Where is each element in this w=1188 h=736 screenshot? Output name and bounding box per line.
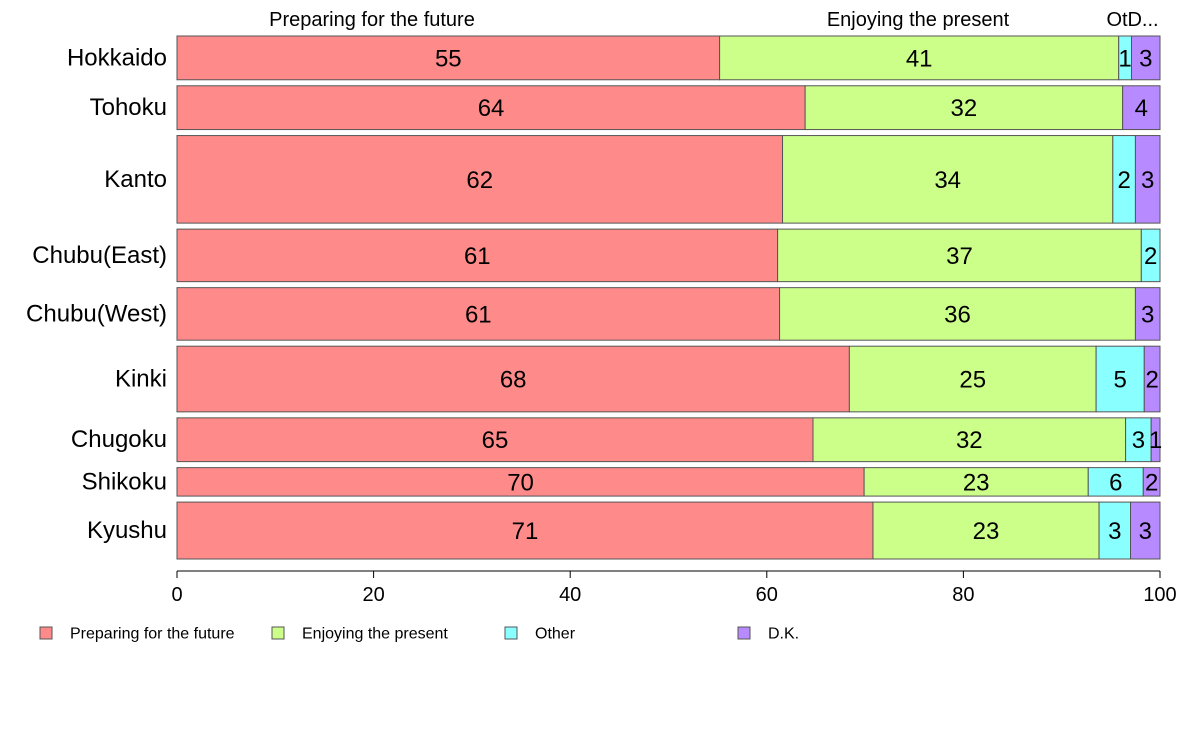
category-label: Kinki bbox=[115, 366, 167, 393]
bar-segment bbox=[1143, 345, 1161, 413]
legend-label: D.K. bbox=[768, 626, 799, 643]
series-top-label: Enjoying the present bbox=[827, 9, 1010, 31]
legend-swatch bbox=[39, 626, 53, 640]
x-axis: 0 20 40 60 80 100 bbox=[171, 570, 1177, 606]
data-label: 25 bbox=[959, 367, 986, 394]
data-label: 23 bbox=[963, 469, 990, 496]
data-label: 61 bbox=[465, 301, 492, 328]
x-tick-label: 100 bbox=[1143, 584, 1176, 606]
legend-label: Preparing for the future bbox=[70, 626, 235, 643]
legend-swatch bbox=[271, 626, 285, 640]
series-top-label: Preparing for the future bbox=[269, 9, 475, 31]
bar-segment bbox=[176, 417, 814, 463]
data-label: 41 bbox=[906, 45, 933, 72]
category-label: Hokkaido bbox=[67, 44, 167, 71]
data-label: 1 bbox=[1149, 427, 1162, 454]
bar-segment bbox=[779, 287, 1136, 341]
data-label: 2 bbox=[1145, 367, 1158, 394]
data-label: 6 bbox=[1109, 469, 1122, 496]
bar-segment bbox=[1087, 467, 1144, 497]
bar-segment bbox=[804, 85, 1124, 131]
x-tick-label: 0 bbox=[171, 584, 182, 606]
bar-segment bbox=[782, 135, 1114, 224]
legend-label: Enjoying the present bbox=[302, 626, 448, 643]
data-label: 64 bbox=[478, 95, 505, 122]
category-label: Tohoku bbox=[90, 94, 167, 121]
bar-segment bbox=[176, 501, 874, 560]
bar-segment bbox=[1150, 417, 1161, 463]
bars: 55 41 1 364 32 462 34 2 361 37 261 36 368 25 5 265 32 3 17… bbox=[176, 35, 1162, 560]
data-label: 61 bbox=[464, 243, 491, 270]
data-label: 2 bbox=[1145, 469, 1158, 496]
data-label: 5 bbox=[1114, 367, 1127, 394]
bar-segment bbox=[1130, 501, 1161, 560]
data-label: 70 bbox=[507, 469, 534, 496]
bar-segment bbox=[176, 135, 784, 224]
data-label: 65 bbox=[482, 427, 509, 454]
data-label: 32 bbox=[956, 427, 983, 454]
bar-segment bbox=[1134, 287, 1161, 341]
series-top-labels: Preparing for the future Enjoying the pre… bbox=[269, 9, 1158, 31]
data-label: 3 bbox=[1141, 301, 1154, 328]
bar-segment bbox=[777, 228, 1142, 283]
category-label: Chubu(West) bbox=[26, 300, 167, 327]
bar-segment bbox=[872, 501, 1100, 560]
x-tick-label: 80 bbox=[952, 584, 974, 606]
bar-segment bbox=[1122, 85, 1161, 131]
bar-segment bbox=[1134, 135, 1161, 224]
series-top-label: Ot bbox=[1106, 9, 1128, 31]
category-label: Kyushu bbox=[87, 517, 167, 544]
data-label: 3 bbox=[1132, 427, 1145, 454]
data-label: 36 bbox=[944, 301, 971, 328]
legend-swatch bbox=[737, 626, 751, 640]
data-label: 3 bbox=[1141, 167, 1154, 194]
category-label: Chugoku bbox=[71, 426, 167, 453]
legend-swatch bbox=[504, 626, 518, 640]
data-label: 34 bbox=[934, 167, 961, 194]
data-label: 3 bbox=[1108, 518, 1121, 545]
category-label: Shikoku bbox=[82, 468, 167, 495]
bar-segment bbox=[176, 228, 779, 283]
data-label: 1 bbox=[1118, 45, 1131, 72]
bar-segment bbox=[1142, 467, 1161, 497]
bar-segment bbox=[1130, 35, 1161, 81]
x-tick-label: 60 bbox=[756, 584, 778, 606]
data-label: 37 bbox=[946, 243, 973, 270]
bar-segment bbox=[1125, 417, 1152, 463]
data-label: 32 bbox=[951, 95, 978, 122]
bar-segment bbox=[176, 467, 865, 497]
category-label: Kanto bbox=[104, 166, 167, 193]
data-label: 55 bbox=[435, 45, 462, 72]
bar-segment bbox=[176, 345, 850, 413]
x-tick-label: 40 bbox=[559, 584, 581, 606]
bar-segment bbox=[848, 345, 1097, 413]
legend-label: Other bbox=[535, 626, 576, 643]
bar-segment bbox=[176, 35, 721, 81]
data-label: 2 bbox=[1144, 243, 1157, 270]
category-labels: Hokkaido Tohoku Kanto Chubu(East) Chubu(West… bbox=[26, 44, 167, 544]
data-label: 23 bbox=[973, 518, 1000, 545]
bar-segment bbox=[1140, 228, 1161, 283]
category-label: Chubu(East) bbox=[32, 242, 167, 269]
data-label: 71 bbox=[512, 518, 539, 545]
data-label: 4 bbox=[1135, 95, 1148, 122]
data-label: 3 bbox=[1139, 518, 1152, 545]
legend: Preparing for the future Enjoying the pre… bbox=[39, 626, 799, 643]
data-label: 68 bbox=[500, 367, 527, 394]
x-tick-label: 20 bbox=[362, 584, 384, 606]
bar-segment bbox=[719, 35, 1120, 81]
data-label: 3 bbox=[1139, 45, 1152, 72]
data-label: 62 bbox=[466, 167, 493, 194]
bar-segment bbox=[863, 467, 1089, 497]
data-label: 2 bbox=[1117, 167, 1130, 194]
bar-segment bbox=[176, 85, 806, 131]
bar-segment bbox=[1095, 345, 1145, 413]
series-top-label: D... bbox=[1127, 9, 1158, 31]
bar-segment bbox=[1098, 501, 1132, 560]
